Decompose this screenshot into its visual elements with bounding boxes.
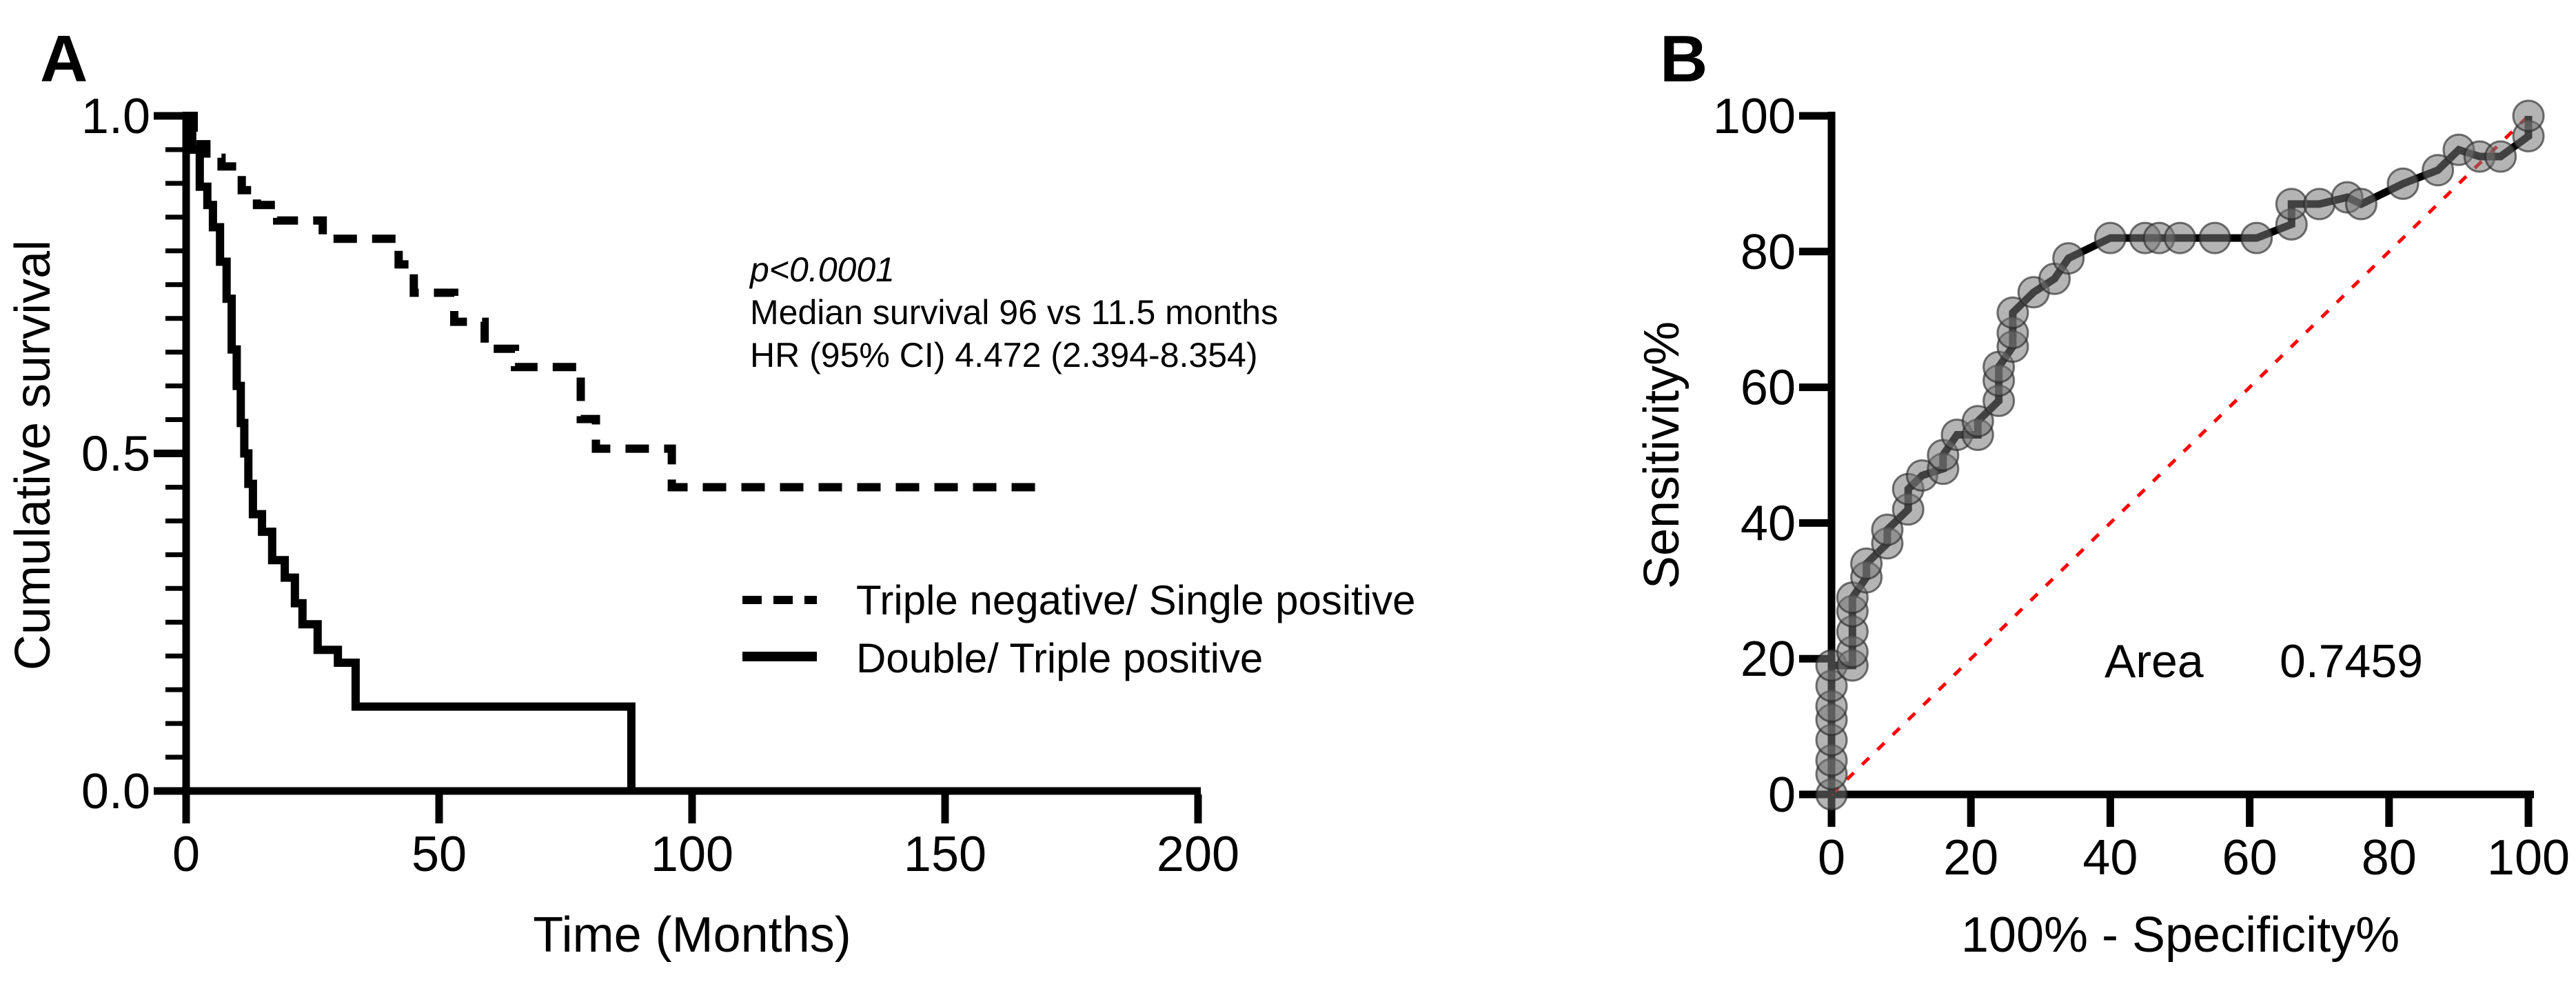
x-tick-label-b: 20 (1943, 830, 1998, 885)
km-curve-solid (186, 112, 636, 791)
auc-value: 0.7459 (2280, 635, 2423, 688)
roc-data-point (2198, 221, 2231, 254)
x-tick-label-a: 150 (904, 827, 986, 882)
y-tick-label-b: 20 (1741, 632, 1796, 687)
x-tick-label-b: 0 (1818, 830, 1845, 885)
roc-data-point (2093, 221, 2127, 254)
x-tick-label-a: 200 (1157, 827, 1239, 882)
annotation-median-survival: Median survival 96 vs 11.5 months (750, 293, 1278, 332)
y-tick-label-b: 0 (1768, 768, 1796, 823)
y-tick-label-a: 1.0 (81, 89, 150, 144)
roc-data-point (2303, 188, 2336, 221)
roc-data-point (1871, 513, 1904, 546)
legend: Triple negative/ Single positive Double/… (742, 577, 1416, 681)
panel-b-letter: B (1660, 22, 1707, 96)
roc-data-point (2386, 167, 2420, 200)
km-curve-dashed (186, 112, 1046, 492)
roc-data-point (2484, 140, 2517, 173)
legend-label-double-positive: Double/ Triple positive (856, 635, 1263, 681)
y-axis-title-sensitivity: Sensitivity% (1634, 321, 1690, 589)
x-tick-label-b: 80 (2362, 830, 2417, 885)
roc-data-point (2344, 188, 2377, 221)
x-tick-label-b: 60 (2222, 830, 2278, 885)
roc-data-point (2422, 154, 2455, 187)
y-tick-label-a: 0.0 (81, 764, 150, 819)
y-axis-title-survival: Cumulative survival (6, 240, 61, 670)
roc-data-point (1996, 296, 2029, 329)
annotation-hazard-ratio: HR (95% CI) 4.472 (2.394-8.354) (750, 336, 1257, 374)
y-tick-label-a: 0.5 (81, 427, 150, 482)
roc-data-point (2240, 221, 2273, 254)
roc-data-point (2164, 221, 2196, 254)
x-axis-title-time: Time (Months) (533, 908, 851, 963)
x-tick-label-a: 100 (651, 827, 733, 882)
legend-label-triple-negative: Triple negative/ Single positive (856, 577, 1416, 623)
roc-plot-layer: 0 20 40 60 80 100 0 20 40 60 80 100 (1713, 89, 2570, 885)
roc-data-point (1850, 547, 1883, 580)
x-tick-label-b: 40 (2082, 830, 2138, 885)
auc-label: Area (2105, 635, 2204, 688)
roc-data-point (1961, 405, 1994, 438)
x-tick-label-a: 0 (172, 827, 200, 882)
roc-data-point (2052, 242, 2085, 275)
roc-data-point (2512, 99, 2545, 132)
y-tick-label-b: 60 (1741, 361, 1796, 416)
y-tick-label-b: 40 (1741, 496, 1796, 551)
x-tick-label-b: 100 (2487, 830, 2570, 885)
y-tick-label-b: 80 (1741, 225, 1796, 280)
x-tick-label-a: 50 (412, 827, 467, 882)
x-axis-title-specificity: 100% - Specificity% (1961, 908, 2400, 963)
roc-data-point (2275, 188, 2308, 221)
km-plot-layer: 0.0 0.5 1.0 0 50 100 150 200 (81, 89, 1239, 882)
y-tick-label-b: 100 (1713, 89, 1796, 144)
annotation-pvalue: p<0.0001 (749, 250, 895, 289)
panel-a-letter: A (40, 22, 88, 96)
